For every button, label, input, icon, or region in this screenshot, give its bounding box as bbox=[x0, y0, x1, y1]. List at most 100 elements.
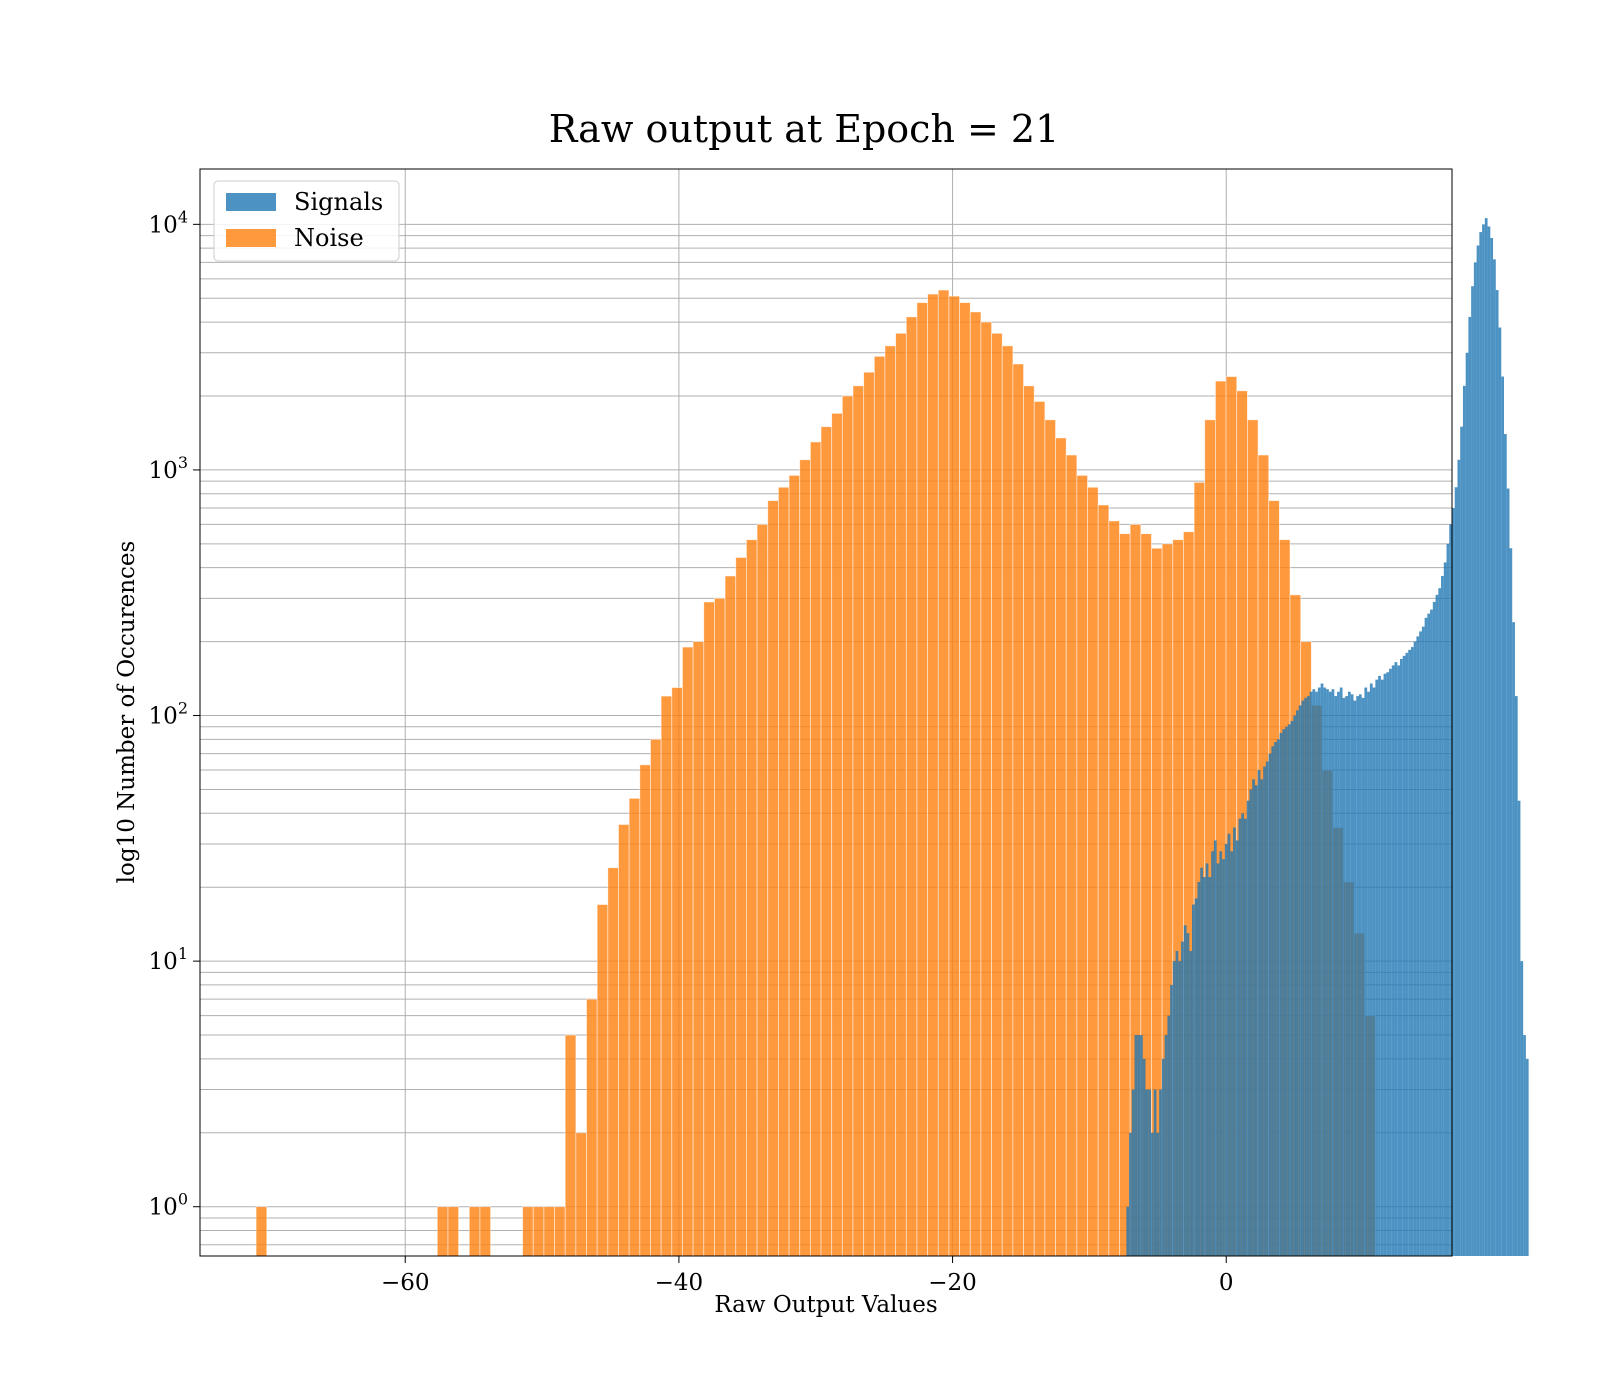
signal-bar bbox=[1394, 662, 1398, 1256]
legend: Signals Noise bbox=[213, 180, 400, 262]
signal-bar bbox=[1473, 262, 1477, 1257]
noise-bar bbox=[873, 355, 886, 1257]
signal-bar bbox=[1170, 984, 1173, 1256]
signal-bar bbox=[1263, 766, 1266, 1256]
signal-bar bbox=[1501, 376, 1504, 1257]
signal-bar bbox=[1200, 867, 1203, 1256]
noise-bar bbox=[980, 321, 992, 1257]
signal-bar bbox=[1276, 739, 1280, 1256]
noise-bar bbox=[937, 289, 950, 1257]
signal-bar bbox=[1183, 925, 1187, 1256]
noise-bar bbox=[543, 1206, 555, 1257]
signal-bar bbox=[1419, 631, 1422, 1256]
signal-bar bbox=[1482, 224, 1485, 1256]
signal-bar bbox=[1153, 1089, 1157, 1256]
y-tick-label: 102 bbox=[149, 699, 188, 730]
x-tick-label: −40 bbox=[655, 1270, 704, 1296]
noise-bar bbox=[724, 575, 737, 1257]
signal-bar bbox=[1145, 1089, 1149, 1256]
noise-bar bbox=[905, 316, 918, 1257]
signal-bar bbox=[1364, 687, 1368, 1256]
signal-bar bbox=[1449, 524, 1452, 1256]
noise-bar bbox=[1065, 454, 1078, 1257]
signal-bar bbox=[1274, 742, 1277, 1256]
noise-bar bbox=[1044, 419, 1056, 1257]
signal-bar bbox=[1282, 729, 1286, 1256]
signal-bar bbox=[1424, 617, 1428, 1256]
signal-bar bbox=[1211, 851, 1214, 1256]
noise-bar bbox=[447, 1206, 460, 1257]
noise-bar bbox=[671, 687, 683, 1257]
signal-bar bbox=[1460, 426, 1463, 1256]
signal-bar bbox=[1233, 827, 1236, 1256]
signal-bar bbox=[1328, 691, 1332, 1256]
signal-bar bbox=[1356, 696, 1359, 1256]
noise-bar bbox=[916, 302, 929, 1257]
signal-bar bbox=[1230, 851, 1234, 1256]
signal-bar bbox=[1498, 327, 1502, 1257]
signal-bar bbox=[1337, 691, 1340, 1256]
signal-bar bbox=[1293, 715, 1297, 1256]
x-tick-label: −20 bbox=[928, 1270, 977, 1296]
signal-bar bbox=[1208, 877, 1212, 1256]
signal-bar bbox=[1306, 696, 1310, 1256]
signal-bar bbox=[1317, 687, 1321, 1256]
noise-bar bbox=[1012, 363, 1024, 1257]
signal-bar bbox=[1137, 1035, 1141, 1256]
signal-bar bbox=[1408, 649, 1411, 1256]
signal-bar bbox=[1421, 626, 1425, 1256]
signal-bar bbox=[1126, 1206, 1130, 1256]
noise-bar bbox=[756, 524, 769, 1257]
signal-bar bbox=[1512, 622, 1515, 1256]
noise-bar bbox=[1076, 475, 1088, 1257]
noise-bar bbox=[788, 475, 801, 1257]
noise-bar bbox=[841, 395, 854, 1257]
signal-bar bbox=[1454, 487, 1458, 1257]
signal-bar bbox=[1323, 687, 1327, 1256]
signal-bar bbox=[1309, 691, 1313, 1256]
noise-bar bbox=[554, 1206, 566, 1257]
signal-bar bbox=[1495, 290, 1499, 1256]
signal-bar bbox=[1438, 588, 1442, 1256]
signal-bar bbox=[1389, 668, 1392, 1256]
noise-bar bbox=[575, 1132, 587, 1257]
noise-bar bbox=[255, 1206, 268, 1257]
signal-bar bbox=[1345, 696, 1349, 1256]
signal-bar bbox=[1350, 694, 1354, 1256]
signal-bar bbox=[1446, 543, 1450, 1256]
signal-bar bbox=[1205, 863, 1209, 1256]
signal-bar bbox=[1271, 746, 1275, 1256]
signal-bar bbox=[1493, 259, 1496, 1256]
signal-bar bbox=[1140, 1035, 1143, 1256]
signal-bar bbox=[1348, 691, 1351, 1256]
signal-bar bbox=[1342, 697, 1346, 1256]
signal-bar bbox=[1509, 548, 1513, 1256]
noise-bar bbox=[863, 371, 875, 1257]
signal-bar bbox=[1216, 863, 1220, 1256]
signal-bar bbox=[1161, 1058, 1165, 1256]
noise-bar bbox=[746, 539, 758, 1257]
y-tick-label: 104 bbox=[149, 207, 188, 238]
noise-bar bbox=[1087, 486, 1099, 1257]
signal-bar bbox=[1249, 789, 1253, 1256]
noise-bar bbox=[479, 1206, 492, 1257]
signal-bar bbox=[1241, 813, 1245, 1256]
signal-bar bbox=[1298, 705, 1302, 1256]
signal-bar bbox=[1525, 1058, 1529, 1256]
signal-bar bbox=[1391, 665, 1395, 1256]
signal-bar bbox=[1405, 652, 1409, 1256]
y-axis-label: log10 Number of Occurences bbox=[114, 541, 140, 884]
legend-label-noise: Noise bbox=[294, 224, 364, 252]
signal-bar bbox=[1361, 697, 1365, 1256]
signal-bar bbox=[1514, 696, 1518, 1256]
signal-bar bbox=[1285, 726, 1288, 1256]
signal-bar bbox=[1235, 840, 1239, 1256]
signal-bar bbox=[1339, 687, 1343, 1256]
noise-bar bbox=[767, 500, 779, 1257]
noise-bar bbox=[1033, 401, 1046, 1257]
signal-bar bbox=[1375, 679, 1379, 1256]
signal-bar bbox=[1192, 904, 1195, 1256]
signal-bar bbox=[1476, 245, 1480, 1256]
noise-bar bbox=[1023, 385, 1035, 1257]
signal-bar bbox=[1265, 761, 1269, 1256]
